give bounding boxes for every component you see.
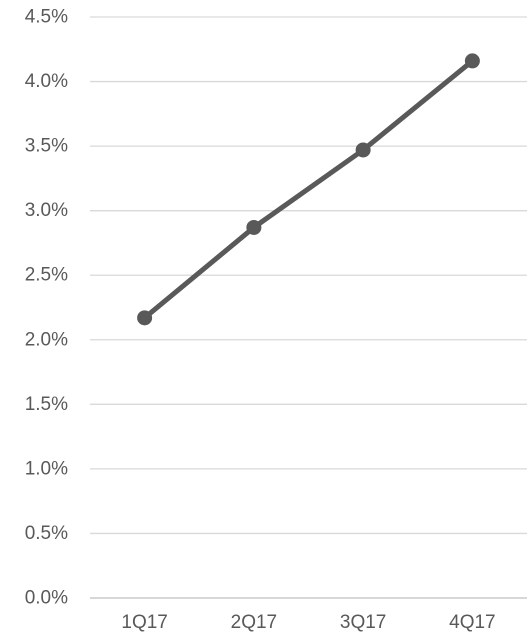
series-layer (137, 53, 480, 326)
y-axis-tick-labels: 0.0% 0.5% 1.0% 1.5% 2.0% 2.5% 3.0% 3.5% 4.0% 4.5% (25, 7, 68, 609)
x-axis-tick-labels: 1Q17 2Q17 3Q17 4Q17 (121, 612, 495, 633)
x-tick-label: 4Q17 (449, 612, 495, 633)
data-point (464, 53, 480, 69)
y-tick-label: 1.0% (25, 458, 68, 479)
x-tick-label: 1Q17 (121, 612, 167, 633)
data-point (137, 310, 153, 326)
y-tick-label: 3.0% (25, 200, 68, 221)
y-tick-label: 2.5% (25, 265, 68, 286)
x-tick-label: 2Q17 (231, 612, 277, 633)
series-line (142, 58, 475, 321)
gridlines (90, 16, 527, 535)
data-point (355, 142, 371, 158)
x-tick-label: 3Q17 (340, 612, 386, 633)
y-tick-label: 2.0% (25, 329, 68, 350)
y-tick-label: 0.0% (25, 588, 68, 609)
y-tick-label: 1.5% (25, 394, 68, 415)
y-tick-label: 4.0% (25, 71, 68, 92)
data-point (246, 219, 262, 235)
y-tick-label: 0.5% (25, 523, 68, 544)
y-tick-label: 3.5% (25, 136, 68, 157)
y-tick-label: 4.5% (25, 7, 68, 28)
